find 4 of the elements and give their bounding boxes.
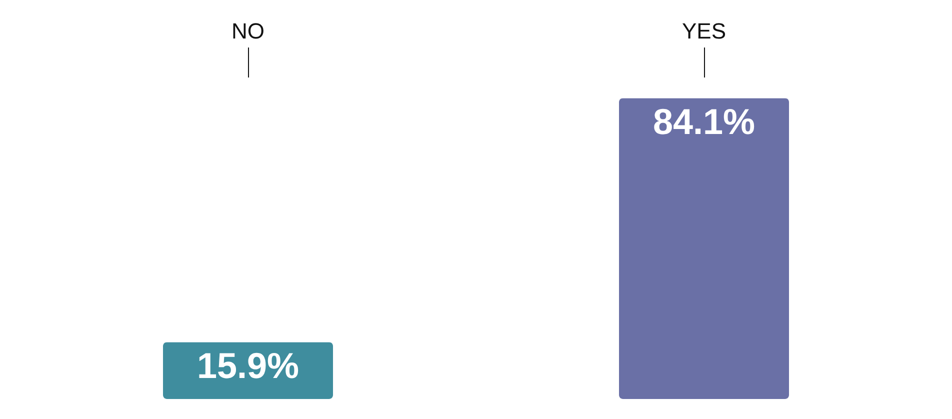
x-tick-label: NO <box>232 18 264 44</box>
data-label: 15.9% <box>196 345 300 386</box>
x-tick-label: YES <box>682 18 726 44</box>
data-label: 84.1% <box>652 101 756 142</box>
